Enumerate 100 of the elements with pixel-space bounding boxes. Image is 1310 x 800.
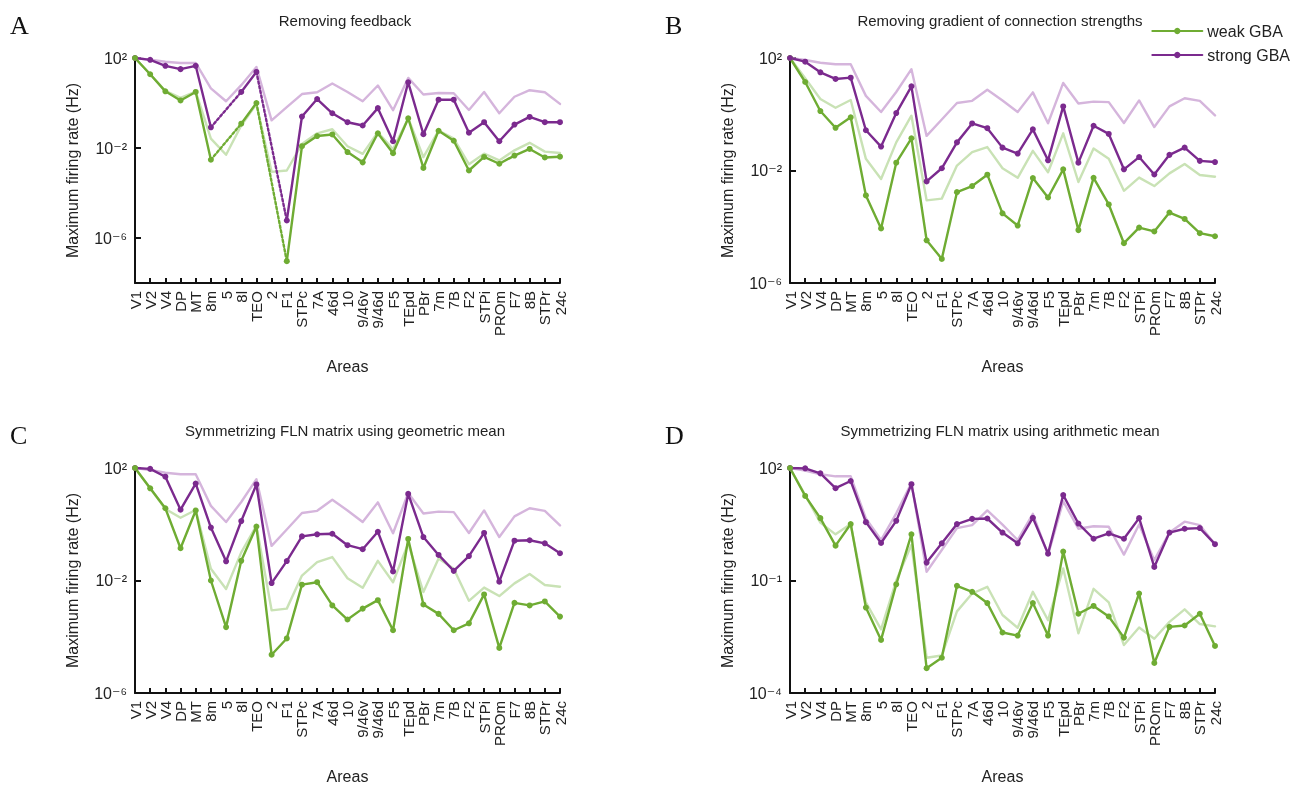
x-axis-title: Areas [981, 767, 1024, 785]
point [238, 88, 245, 95]
point [238, 518, 245, 525]
x-tick-label: F7 [505, 701, 523, 719]
x-tick-label: 8m [202, 291, 220, 312]
point [298, 533, 305, 540]
point [1014, 150, 1021, 157]
x-tick-label: F5 [384, 701, 402, 719]
point [526, 145, 533, 152]
point [984, 125, 991, 132]
point [1136, 154, 1143, 161]
y-tick-label: 10⁻⁶ [749, 274, 782, 292]
point [1166, 623, 1173, 630]
point [1045, 157, 1052, 164]
point [832, 485, 839, 492]
x-tick-label: 8B [1176, 701, 1194, 720]
text: C [10, 420, 28, 450]
x-tick-label: STPc [948, 290, 966, 328]
x-tick-label: DP [172, 701, 190, 722]
point [344, 149, 351, 156]
point [162, 473, 169, 480]
point [329, 110, 336, 117]
point [314, 96, 321, 103]
legend-label: strong GBA [1207, 46, 1291, 64]
x-tick-label: 8B [1176, 291, 1194, 310]
x-tick-label: DP [827, 701, 845, 722]
y-tick-label: 10² [103, 459, 128, 477]
point [207, 124, 214, 131]
y-axis-title: Maximum firing rate (Hz) [63, 492, 81, 669]
x-tick-label: 7A [308, 701, 326, 720]
point [557, 153, 563, 160]
point [374, 528, 381, 535]
point [374, 597, 381, 604]
x-tick-label: STPc [293, 290, 311, 328]
y-axis-title: Maximum firing rate (Hz) [63, 82, 81, 259]
y-tick-label: 10⁻⁴ [748, 684, 783, 702]
point [405, 115, 412, 122]
point [1136, 590, 1143, 597]
point [344, 616, 351, 623]
point [283, 258, 290, 265]
point [893, 581, 900, 588]
point [1045, 194, 1052, 201]
x-tick-label: TEpd [1054, 701, 1072, 737]
x-tick-label: 24c [1206, 290, 1224, 316]
x-tick-label: F2 [460, 291, 478, 309]
point [1090, 174, 1097, 181]
point [511, 152, 518, 159]
point [984, 600, 991, 607]
point [177, 66, 184, 73]
point [878, 636, 885, 643]
point [481, 529, 488, 536]
y-tick-label: 10⁻² [95, 572, 128, 589]
text: D [665, 420, 684, 450]
x-tick-label: STPi [475, 701, 493, 734]
point [283, 558, 290, 565]
point [1212, 233, 1218, 240]
x-tick-label: V4 [811, 291, 829, 310]
point [465, 167, 472, 174]
point [298, 113, 305, 120]
point [238, 120, 245, 127]
point [223, 558, 230, 565]
point [314, 531, 321, 538]
point [344, 542, 351, 549]
point [192, 88, 199, 95]
point [923, 559, 930, 566]
point [147, 71, 154, 78]
point [496, 138, 503, 145]
point [908, 135, 915, 142]
x-axis-title: Areas [981, 357, 1024, 375]
point [1166, 529, 1173, 536]
x-tick-label: 9/46d [1024, 701, 1042, 739]
x-tick-label: V4 [156, 291, 174, 310]
point [162, 505, 169, 512]
x-tick-label: V2 [796, 701, 814, 720]
text: A [10, 10, 29, 40]
point [1212, 642, 1218, 649]
point [969, 183, 976, 190]
x-tick-label: F2 [1115, 701, 1133, 719]
x-tick-label: 5 [872, 701, 890, 710]
point [541, 154, 548, 161]
x-tick-label: PROm [490, 291, 508, 336]
x-tick-label: TEO [247, 291, 265, 322]
x-tick-label: DP [172, 291, 190, 312]
x-tick-label: F1 [278, 701, 296, 719]
text: B [665, 10, 683, 40]
point [893, 159, 900, 166]
x-tick-label: 8m [857, 701, 875, 722]
x-tick-label: TEO [902, 291, 920, 322]
x-tick-label: 7B [1100, 701, 1118, 720]
chart-title: Removing feedback [278, 12, 412, 29]
point [450, 96, 457, 103]
point [298, 143, 305, 150]
point [420, 601, 427, 608]
point [817, 515, 824, 522]
x-tick-label: 9/46v [1009, 290, 1027, 328]
chart-title: Removing gradient of connection strengths [857, 12, 1143, 29]
x-tick-label: F1 [278, 291, 296, 309]
point [147, 465, 154, 472]
point [1196, 525, 1203, 532]
point [557, 550, 563, 557]
